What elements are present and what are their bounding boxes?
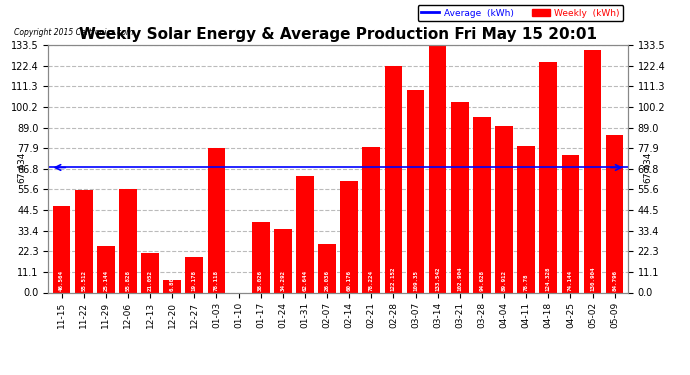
Text: 55.512: 55.512 (81, 270, 86, 291)
Text: 46.564: 46.564 (59, 270, 64, 291)
Bar (584, 50, 602, 292)
Bar (340, 181, 358, 292)
Text: 21.052: 21.052 (148, 270, 152, 291)
Bar (318, 244, 336, 292)
Bar (428, 45, 446, 292)
Bar (208, 148, 225, 292)
Text: 67.434: 67.434 (643, 152, 652, 183)
Text: 26.036: 26.036 (324, 270, 330, 291)
Text: 62.644: 62.644 (302, 270, 308, 291)
Text: 94.628: 94.628 (480, 270, 484, 291)
Bar (119, 189, 137, 292)
Bar (384, 66, 402, 292)
Text: 109.35: 109.35 (413, 270, 418, 291)
Bar (141, 254, 159, 292)
Text: 133.542: 133.542 (435, 267, 440, 291)
Text: 34.292: 34.292 (280, 270, 285, 291)
Bar (540, 62, 557, 292)
Title: Weekly Solar Energy & Average Production Fri May 15 20:01: Weekly Solar Energy & Average Production… (79, 27, 597, 42)
Text: 122.152: 122.152 (391, 267, 396, 291)
Bar (296, 176, 314, 292)
Text: 78.224: 78.224 (368, 270, 374, 291)
Bar (606, 135, 624, 292)
Bar (164, 280, 181, 292)
Text: 67.434: 67.434 (17, 152, 26, 183)
Bar (406, 90, 424, 292)
Text: 124.328: 124.328 (546, 267, 551, 291)
Text: 55.828: 55.828 (126, 270, 130, 291)
Bar (274, 229, 292, 292)
Text: 84.796: 84.796 (612, 270, 617, 291)
Text: 25.144: 25.144 (104, 270, 108, 291)
Bar (75, 190, 92, 292)
Bar (562, 155, 579, 292)
Text: 38.026: 38.026 (258, 270, 263, 291)
Text: 78.118: 78.118 (214, 270, 219, 291)
Text: 60.176: 60.176 (346, 270, 352, 291)
Text: Copyright 2015 Cartronics.com: Copyright 2015 Cartronics.com (14, 28, 133, 37)
Text: 19.178: 19.178 (192, 270, 197, 291)
Bar (186, 257, 203, 292)
Bar (518, 147, 535, 292)
Bar (97, 246, 115, 292)
Text: 89.912: 89.912 (502, 270, 506, 291)
Text: 6.808: 6.808 (170, 273, 175, 291)
Bar (473, 117, 491, 292)
Text: 130.904: 130.904 (590, 267, 595, 291)
Bar (495, 126, 513, 292)
Legend: Average  (kWh), Weekly  (kWh): Average (kWh), Weekly (kWh) (417, 5, 623, 21)
Bar (451, 102, 469, 292)
Text: 0.03: 0.03 (236, 277, 241, 291)
Text: 74.144: 74.144 (568, 270, 573, 291)
Text: 102.904: 102.904 (457, 267, 462, 291)
Bar (252, 222, 270, 292)
Bar (52, 206, 70, 292)
Text: 78.78: 78.78 (524, 273, 529, 291)
Bar (362, 147, 380, 292)
